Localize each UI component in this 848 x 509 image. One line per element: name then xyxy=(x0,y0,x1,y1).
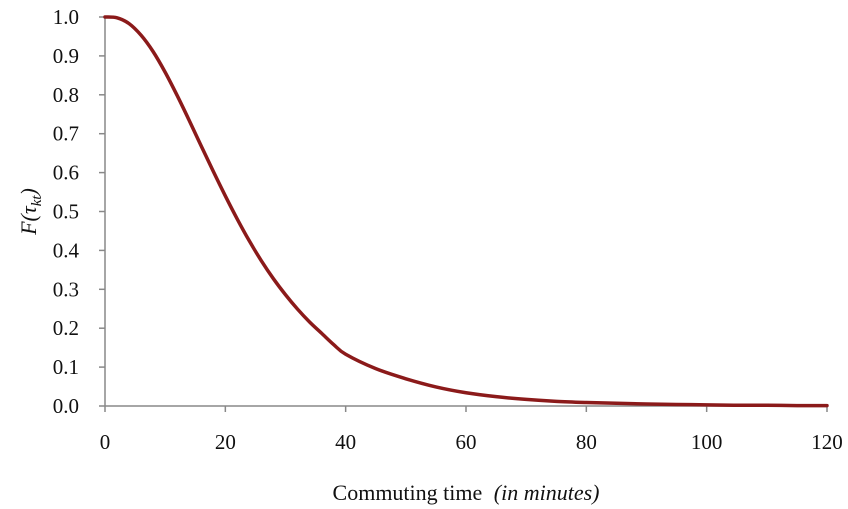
y-tick-label: 0.8 xyxy=(53,83,79,107)
x-tick-label: 60 xyxy=(456,430,477,454)
x-tick-label: 100 xyxy=(691,430,723,454)
y-axis-title-text: F(τ xyxy=(16,205,41,236)
x-tick-label: 80 xyxy=(576,430,597,454)
series-layer xyxy=(103,15,829,408)
x-axis-title-main: Commuting time xyxy=(333,480,483,505)
x-tick-label: 40 xyxy=(335,430,356,454)
y-tick-label: 0.9 xyxy=(53,44,79,68)
axes xyxy=(104,17,827,407)
y-ticks: 0.0 0.1 0.2 0.3 0.4 0.5 0.6 0.7 0.8 0.9 1.0 xyxy=(53,5,105,418)
y-tick-label: 1.0 xyxy=(53,5,79,29)
y-tick-label: 0.2 xyxy=(53,316,79,340)
y-axis-title-close: ) xyxy=(16,188,41,197)
x-tick-label: 20 xyxy=(215,430,236,454)
x-axis-title-note: (in minutes) xyxy=(494,480,600,505)
y-tick-label: 0.3 xyxy=(53,277,79,301)
y-tick-label: 0.1 xyxy=(53,355,79,379)
x-tick-label: 120 xyxy=(811,430,843,454)
series-line-0 xyxy=(103,15,829,408)
y-axis-title-sub: kt xyxy=(29,195,45,207)
y-tick-label: 0.5 xyxy=(53,200,79,224)
x-axis-title: Commuting time (in minutes) xyxy=(333,480,600,505)
y-tick-label: 0.4 xyxy=(53,238,80,262)
y-tick-label: 0.7 xyxy=(53,122,79,146)
y-axis-title: F(τkt) xyxy=(16,188,45,236)
x-tick-label: 0 xyxy=(100,430,111,454)
y-tick-label: 0.6 xyxy=(53,161,79,185)
y-tick-label: 0.0 xyxy=(53,394,79,418)
x-ticks: 0 20 40 60 80 100 120 xyxy=(100,406,843,454)
